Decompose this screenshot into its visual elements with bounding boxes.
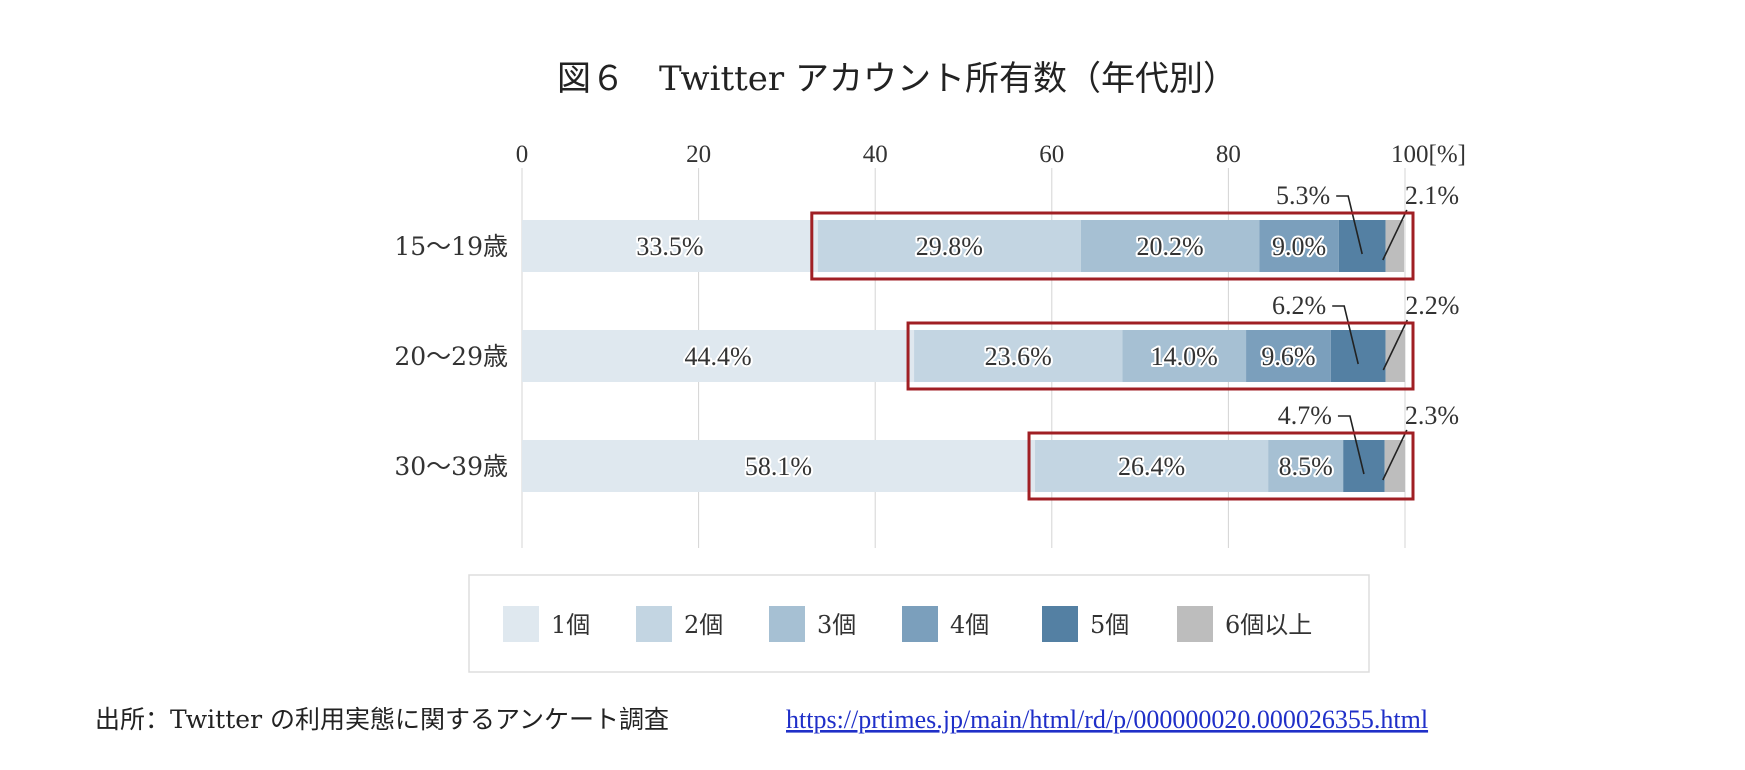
legend-label: 2個 (684, 611, 723, 639)
data-label: 26.4% (1118, 452, 1185, 481)
legend: 1個 2個 3個 4個 5個 6個以上 (468, 574, 1370, 673)
leader-line (1337, 415, 1365, 475)
legend-label: 4個 (950, 611, 989, 639)
bar-segment (1080, 220, 1260, 272)
bar-segment (1122, 330, 1247, 382)
x-tick-label: 100[%] (1391, 141, 1466, 168)
bar-segment (817, 220, 1081, 272)
data-label: 6.2% (1272, 291, 1326, 320)
data-label: 14.0% (1151, 342, 1218, 371)
data-label: 29.8% (916, 232, 983, 261)
legend-swatch (1177, 606, 1213, 642)
highlight-box (1027, 431, 1415, 501)
data-label: 23.6% (985, 342, 1052, 371)
data-label: 9.6% (1261, 342, 1315, 371)
legend-label: 3個 (817, 611, 856, 639)
data-label: 20.2% (1137, 232, 1204, 261)
x-tick-label: 40 (863, 141, 888, 168)
leader-line (1382, 429, 1408, 481)
legend-label: 1個 (551, 611, 590, 639)
bar-segment (1330, 330, 1386, 382)
data-label: 2.1% (1405, 181, 1459, 210)
data-label: 44.4% (684, 342, 751, 371)
leader-line (1332, 305, 1359, 365)
legend-swatch (769, 606, 805, 642)
data-label: 5.3% (1276, 181, 1330, 210)
bar-segment (1246, 330, 1331, 382)
bar-segment (1268, 440, 1344, 492)
data-label: 2.3% (1405, 401, 1459, 430)
data-label: 9.0% (1272, 232, 1326, 261)
category-labels: 15〜19歳 20〜29歳 30〜39歳 (394, 232, 508, 481)
legend-swatch (503, 606, 539, 642)
leader-line (1382, 209, 1408, 261)
legend-label: 5個 (1090, 611, 1129, 639)
category-label: 20〜29歳 (394, 342, 508, 371)
data-label: 33.5% (636, 232, 703, 261)
bar-segments (522, 220, 1405, 492)
chart-title: 図６ Twitter アカウント所有数（年代別） (557, 59, 1237, 99)
legend-swatch (1042, 606, 1078, 642)
bar-segment (522, 440, 1036, 492)
leader-line (1336, 195, 1363, 255)
x-tick-label: 0 (516, 141, 529, 168)
category-label: 15〜19歳 (394, 232, 508, 261)
leader-line (1382, 319, 1409, 371)
x-axis-ticks: 0 20 40 60 80 100[%] (516, 141, 1466, 168)
source-label: 出所：Twitter の利用実態に関するアンケート調査 (95, 705, 669, 734)
bar-segment (1259, 220, 1339, 272)
category-label: 30〜39歳 (394, 452, 508, 481)
bar-segment (1385, 220, 1405, 272)
x-tick-label: 60 (1039, 141, 1064, 168)
bar-segment (1384, 440, 1405, 492)
data-label: 2.2% (1405, 291, 1459, 320)
x-tick-label: 80 (1216, 141, 1241, 168)
data-label: 8.5% (1279, 452, 1333, 481)
legend-swatch (902, 606, 938, 642)
bar-segment (1385, 330, 1405, 382)
bar-segment (1035, 440, 1269, 492)
data-label: 4.7% (1278, 401, 1332, 430)
data-labels: 33.5% 29.8% 20.2% 9.0% 5.3% 2.1% 44.4% 23.6% 14.… (634, 181, 1459, 483)
legend-swatch (636, 606, 672, 642)
bar-segment (522, 220, 818, 272)
data-label: 58.1% (745, 452, 812, 481)
source-link[interactable]: https://prtimes.jp/main/html/rd/p/000000… (786, 705, 1428, 734)
highlight-box (906, 321, 1415, 391)
x-tick-label: 20 (686, 141, 711, 168)
legend-label: 6個以上 (1225, 611, 1312, 639)
bar-segment (1343, 440, 1385, 492)
bar-segment (914, 330, 1123, 382)
highlight-boxes (810, 211, 1415, 501)
bar-segment (522, 330, 915, 382)
highlight-box (810, 211, 1415, 281)
bar-segment (1338, 220, 1386, 272)
